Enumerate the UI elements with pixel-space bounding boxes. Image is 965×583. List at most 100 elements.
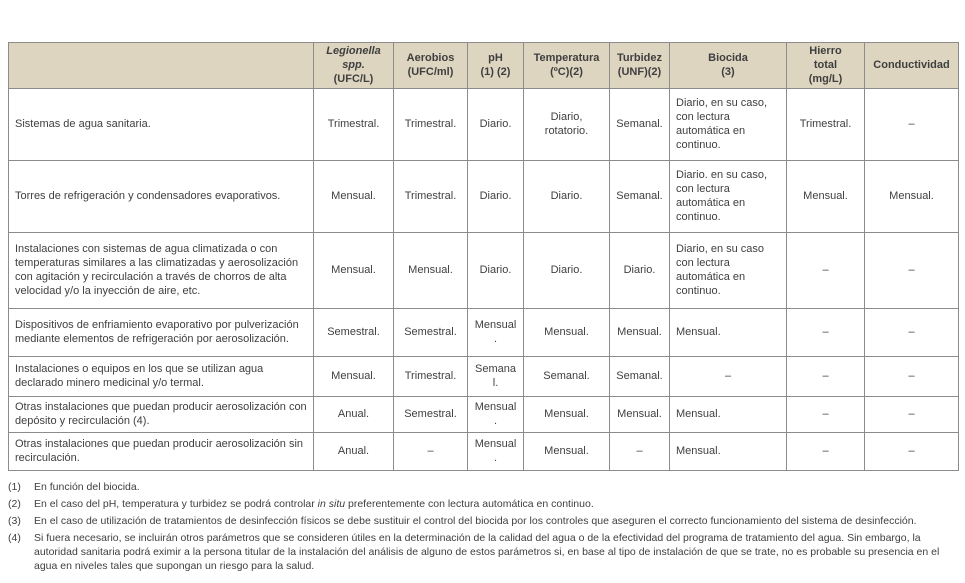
table-cell: Semestral. [313,308,394,358]
footnotes-section: (1) En función del biocida. (2) En el caso … [8,481,960,573]
table-cell: Semanal. [523,356,610,398]
header-line: Conductividad [873,58,950,71]
table-cell: – [864,396,959,434]
header-line: Biocida [708,51,748,64]
footnote-text: En el caso del pH, temperatura y turbide… [34,498,594,511]
table-cell: Diario. [467,232,524,310]
table-cell: Mensual. [313,160,394,234]
table-row: Otras instalaciones que puedan producir … [8,396,959,434]
table-cell: Mensual. [523,432,610,472]
table-cell: – [864,308,959,358]
table-cell: Semestral. [393,396,468,434]
header-line: (ºC)(2) [550,65,583,78]
table-cell: Mensual. [393,232,468,310]
column-header-cell: pH (1) (2) [467,41,524,90]
header-line: (3) [721,65,735,78]
row-label: Instalaciones o equipos en los que se ut… [8,356,314,398]
footnote-text: En función del biocida. [34,481,140,494]
row-label: Otras instalaciones que puedan producir … [8,396,314,434]
table-cell: Anual. [313,432,394,472]
table-cell: Mensual. [864,160,959,234]
footnote: (4) Si fuera necesario, se incluirán otro… [8,532,960,574]
table-cell: Mensual. [669,308,787,358]
column-header-cell: Temperatura (ºC)(2) [523,41,610,90]
header-line: Aerobios [406,51,455,64]
table-cell: Trimestral. [393,356,468,398]
table-header: Legionella spp. (UFC/L) Aerobios (UFC/ml) pH(… [8,41,959,90]
footnote: (1) En función del biocida. [8,481,960,495]
footnote-marker: (4) [8,531,21,544]
table-cell: – [864,356,959,398]
table-cell: Mensual. [467,396,524,434]
column-header-cell: Turbidez (UNF)(2) [609,41,670,90]
row-label: Dispositivos de enfriamiento evaporativo… [8,308,314,358]
table-cell: – [864,432,959,472]
row-label: Sistemas de agua sanitaria. [8,88,314,162]
table-cell: – [864,88,959,162]
monitoring-frequency-table: Legionella spp. (UFC/L) Aerobios (UFC/ml) pH(… [8,41,959,472]
table-cell: Anual. [313,396,394,434]
column-header-cell: Legionella spp. (UFC/L) [313,41,394,90]
table-cell: Mensual. [313,232,394,310]
table-cell: Diario, en su caso, con lectura automáti… [669,88,787,162]
table-cell: – [786,432,865,472]
header-line: (UFC/ml) [407,65,454,78]
footnote-marker: (2) [8,498,21,511]
header-line: spp. [342,58,365,71]
table-row: Sistemas de agua sanitaria. Trimestral. Tr… [8,88,959,162]
table-cell: Mensual. [523,396,610,434]
table-cell: Mensual. [467,432,524,472]
table-cell: Mensual. [669,432,787,472]
table-cell: – [786,232,865,310]
table-cell: Trimestral. [313,88,394,162]
table-cell: Mensual. [786,160,865,234]
header-line: total [813,58,838,71]
table-cell: Semestral. [393,308,468,358]
table-cell: Diario. [467,88,524,162]
corner-header-cell [8,41,314,90]
column-header-cell: Hierro total (mg/L) [786,41,865,90]
header-line: (UNF)(2) [617,65,662,78]
table-cell: Diario. [523,232,610,310]
row-label: Otras instalaciones que puedan producir … [8,432,314,472]
column-header-cell: Biocida (3) [669,41,787,90]
table-cell: Semanal. [609,88,670,162]
row-label: Instalaciones con sistemas de agua clima… [8,232,314,310]
table-cell: Diario, en su caso con lectura automátic… [669,232,787,310]
table-cell: Trimestral. [786,88,865,162]
table-cell: Trimestral. [393,160,468,234]
footnote-marker: (1) [8,481,21,494]
table-cell: – [786,396,865,434]
footnote: (3) En el caso de utilización de tratamie… [8,515,960,529]
footnote-text: Si fuera necesario, se incluirán otros p… [34,531,940,572]
table-cell: – [786,308,865,358]
footnote: (2) En el caso del pH, temperatura y turb… [8,498,960,512]
footnote-text: En el caso de utilización de tratamiento… [34,514,917,527]
table-cell: Semanal. [609,160,670,234]
table-body: Sistemas de agua sanitaria. Trimestral. Tr… [8,88,959,472]
table-cell: Diario, rotatorio. [523,88,610,162]
column-header-cell: Conductividad [864,41,959,90]
table-cell: Mensual. [467,308,524,358]
table-cell: – [609,432,670,472]
header-line: Turbidez [616,51,662,64]
table-cell: Diario. [609,232,670,310]
table-cell: – [393,432,468,472]
table-cell: – [669,356,787,398]
table-row: Torres de refrigeración y condensadores … [8,160,959,234]
table-row: Dispositivos de enfriamiento evaporativo… [8,308,959,358]
header-row: Legionella spp. (UFC/L) Aerobios (UFC/ml) pH(… [8,41,959,90]
column-header-cell: Aerobios (UFC/ml) [393,41,468,90]
table-cell: Mensual. [609,308,670,358]
table-cell: Mensual. [313,356,394,398]
footnote-marker: (3) [8,514,21,527]
header-line: (1) (2) [480,65,511,78]
header-line: (mg/L) [808,72,843,85]
table-cell: Diario. [523,160,610,234]
row-label: Torres de refrigeración y condensadores … [8,160,314,234]
table-cell: Diario. [467,160,524,234]
table-row: Otras instalaciones que puedan producir … [8,432,959,472]
table-cell: – [786,356,865,398]
table-cell: Semanal. [609,356,670,398]
